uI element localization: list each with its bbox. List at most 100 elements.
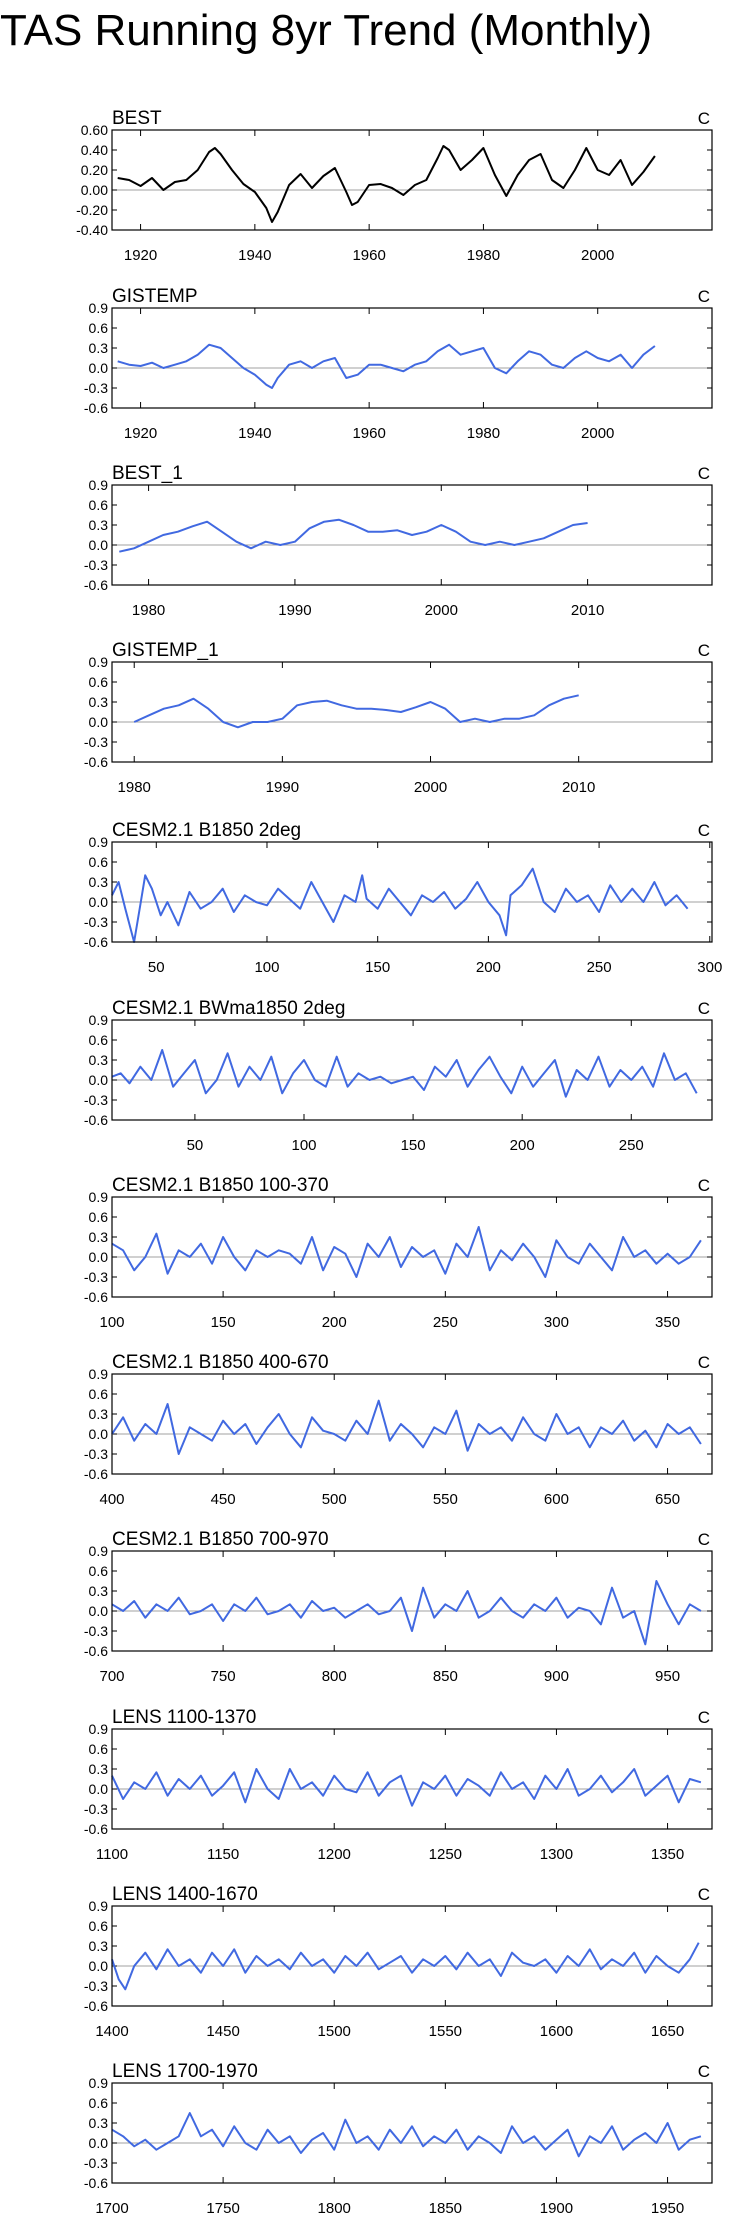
plot-frame <box>111 841 713 943</box>
y-tick-label: 0.9 <box>89 1898 109 1914</box>
plot-frame <box>111 1196 713 1298</box>
y-tick-label: 0.6 <box>89 320 109 336</box>
x-tick-label: 1650 <box>651 2023 684 2040</box>
x-tick-label: 1550 <box>429 2023 462 2040</box>
y-tick-label: 0.0 <box>89 1781 109 1797</box>
series-line <box>111 2112 702 2158</box>
panel-title: CESM2.1 B1850 700-970 <box>112 1529 329 1550</box>
y-tick-label: 0.6 <box>89 1386 109 1402</box>
units-label: C <box>698 1708 710 1727</box>
x-tick-label: 2000 <box>425 602 458 619</box>
x-tick-label: 100 <box>99 1314 124 1331</box>
y-tick-label: -0.6 <box>84 754 108 770</box>
y-tick-label: 0.3 <box>89 517 109 533</box>
x-tick-label: 250 <box>619 1137 644 1154</box>
y-tick-label: 0.9 <box>89 834 109 850</box>
y-tick-label: 0.9 <box>89 1366 109 1382</box>
y-tick-label: -0.3 <box>84 1801 108 1817</box>
panel-title: CESM2.1 BWma1850 2deg <box>112 998 345 1019</box>
plot-frame <box>111 2082 713 2184</box>
y-tick-label: 0.9 <box>89 1543 109 1559</box>
y-tick-label: -0.6 <box>84 2175 108 2191</box>
x-tick-label: 1950 <box>651 2200 684 2217</box>
y-tick-label: 0.6 <box>89 1741 109 1757</box>
y-tick-label: 0.0 <box>89 537 109 553</box>
x-tick-label: 1980 <box>467 247 500 264</box>
y-tick-label: 0.6 <box>89 1209 109 1225</box>
y-tick-label: -0.3 <box>84 734 108 750</box>
units-label: C <box>698 1353 710 1372</box>
panel-title: BEST <box>112 108 162 129</box>
x-tick-label: 600 <box>544 1491 569 1508</box>
y-tick-label: 0.9 <box>89 1721 109 1737</box>
x-tick-label: 700 <box>99 1668 124 1685</box>
panel-title: CESM2.1 B1850 400-670 <box>112 1352 329 1373</box>
x-tick-label: 1600 <box>540 2023 573 2040</box>
y-tick-label: 0.0 <box>89 1426 109 1442</box>
y-tick-label: -0.3 <box>84 1446 108 1462</box>
x-tick-label: 1960 <box>352 425 385 442</box>
plot-frame <box>111 484 713 586</box>
x-tick-label: 300 <box>697 959 722 976</box>
series-line <box>111 1942 700 1991</box>
y-tick-label: 0.9 <box>89 654 109 670</box>
panel-title: GISTEMP_1 <box>112 640 219 661</box>
y-tick-label: 0.00 <box>81 182 108 198</box>
y-tick-label: -0.6 <box>84 934 108 950</box>
x-tick-label: 100 <box>291 1137 316 1154</box>
x-tick-label: 550 <box>433 1491 458 1508</box>
y-tick-label: -0.6 <box>84 1821 108 1837</box>
x-tick-label: 2010 <box>571 602 604 619</box>
units-label: C <box>698 641 710 660</box>
series-line <box>117 145 656 223</box>
y-tick-label: 0.6 <box>89 1032 109 1048</box>
y-tick-label: -0.3 <box>84 1269 108 1285</box>
x-tick-label: 150 <box>365 959 390 976</box>
x-tick-label: 1700 <box>95 2200 128 2217</box>
x-tick-label: 150 <box>401 1137 426 1154</box>
y-tick-label: -0.6 <box>84 1289 108 1305</box>
panel-title: CESM2.1 B1850 100-370 <box>112 1175 329 1196</box>
y-tick-label: 0.3 <box>89 1052 109 1068</box>
plot-frame <box>111 1550 713 1652</box>
plot-frame <box>111 1019 713 1121</box>
x-tick-label: 300 <box>544 1314 569 1331</box>
y-tick-label: -0.3 <box>84 1623 108 1639</box>
x-tick-label: 1200 <box>318 1846 351 1863</box>
y-tick-label: 0.0 <box>89 2135 109 2151</box>
y-tick-label: 0.40 <box>81 142 108 158</box>
x-tick-label: 100 <box>254 959 279 976</box>
series-line <box>119 518 588 553</box>
y-tick-label: 0.3 <box>89 1229 109 1245</box>
units-label: C <box>698 464 710 483</box>
y-tick-label: -0.6 <box>84 1112 108 1128</box>
x-tick-label: 850 <box>433 1668 458 1685</box>
x-tick-label: 1100 <box>96 1846 128 1863</box>
x-tick-label: 1350 <box>651 1846 684 1863</box>
x-tick-label: 1960 <box>352 247 385 264</box>
y-tick-label: -0.3 <box>84 1978 108 1994</box>
x-tick-label: 1800 <box>318 2200 351 2217</box>
x-tick-label: 400 <box>99 1491 124 1508</box>
x-tick-label: 200 <box>510 1137 535 1154</box>
x-tick-label: 1850 <box>429 2200 462 2217</box>
y-tick-label: 0.60 <box>81 122 108 138</box>
x-tick-label: 1990 <box>278 602 311 619</box>
x-tick-label: 1940 <box>238 425 271 442</box>
y-tick-label: 0.9 <box>89 300 109 316</box>
units-label: C <box>698 1885 710 1904</box>
y-tick-label: -0.6 <box>84 1466 108 1482</box>
x-tick-label: 2010 <box>562 779 595 796</box>
x-tick-label: 650 <box>655 1491 680 1508</box>
y-tick-label: 0.3 <box>89 1406 109 1422</box>
y-tick-label: 0.9 <box>89 2075 109 2091</box>
series-line <box>111 1226 702 1278</box>
y-tick-label: -0.20 <box>76 202 108 218</box>
x-tick-label: 250 <box>587 959 612 976</box>
x-tick-label: 1980 <box>118 779 151 796</box>
x-tick-label: 1500 <box>318 2023 351 2040</box>
series-line <box>133 694 579 729</box>
x-tick-label: 200 <box>476 959 501 976</box>
y-tick-label: 0.3 <box>89 340 109 356</box>
series-line <box>111 1049 698 1098</box>
